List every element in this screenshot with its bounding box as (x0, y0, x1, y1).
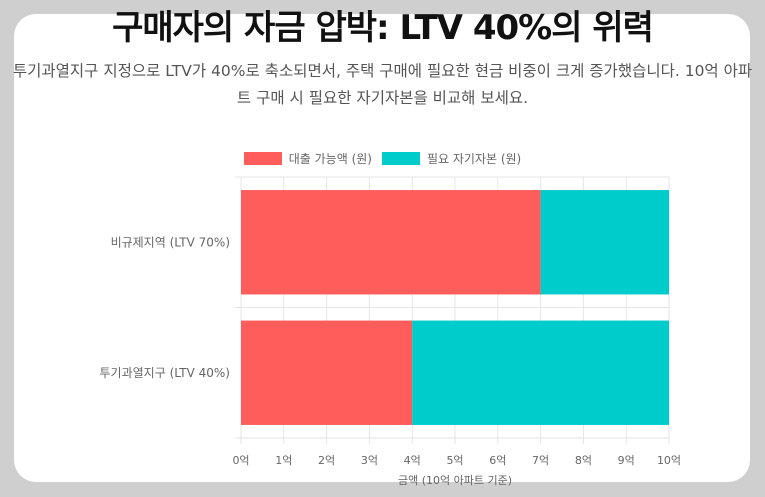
x-tick-label: 9억 (618, 454, 635, 467)
legend-item-loan[interactable]: 대출 가능액 (원) (243, 150, 372, 167)
x-axis-title: 금액 (10억 아파트 기준) (398, 474, 512, 487)
category-label: 비규제지역 (LTV 70%) (111, 235, 230, 249)
category-label: 투기과열지구 (LTV 40%) (100, 366, 230, 380)
legend-swatch-equity (381, 152, 420, 165)
x-tick-label: 7억 (532, 454, 549, 467)
bar-loan-0[interactable] (241, 190, 541, 295)
chart-legend: 대출 가능액 (원) 필요 자기자본 (원) (0, 150, 765, 167)
page-title: 구매자의 자금 압박: LTV 40%의 위력 (112, 8, 654, 48)
x-tick-label: 10억 (657, 454, 681, 467)
bars (241, 190, 669, 425)
legend-item-equity[interactable]: 필요 자기자본 (원) (381, 150, 522, 167)
x-tick-label: 6억 (489, 454, 506, 467)
x-axis: 0억 1억 2억 3억 4억 5억 6억 7억 8억 9억 10억 (232, 454, 681, 467)
bar-equity-0[interactable] (540, 190, 669, 295)
x-tick-label: 3억 (361, 454, 378, 467)
bar-equity-1[interactable] (412, 320, 669, 425)
x-tick-label: 2억 (318, 454, 335, 467)
legend-label-equity: 필요 자기자본 (원) (426, 152, 522, 166)
x-tick-label: 1억 (275, 454, 292, 467)
category-labels: 비규제지역 (LTV 70%) 투기과열지구 (LTV 40%) (100, 235, 230, 380)
bar-loan-1[interactable] (241, 320, 413, 425)
x-tick-label: 0억 (232, 454, 249, 467)
x-tick-label: 8억 (575, 454, 592, 467)
legend-label-loan: 대출 가능액 (원) (288, 152, 372, 166)
x-tick-label: 5억 (446, 454, 463, 467)
page-subtitle: 투기과열지구 지정으로 LTV가 40%로 축소되면서, 주택 구매에 필요한 … (12, 62, 753, 107)
x-tick-label: 4억 (404, 454, 421, 467)
legend-swatch-loan (243, 152, 282, 165)
